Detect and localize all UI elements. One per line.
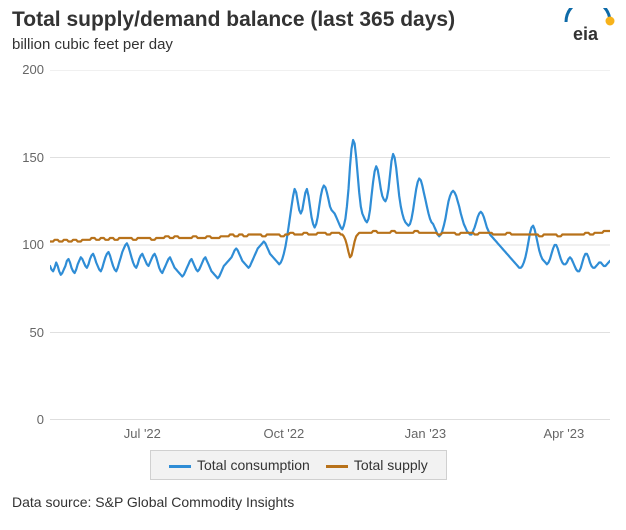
- data-source-note: Data source: S&P Global Commodity Insigh…: [12, 494, 294, 510]
- legend-swatch: [169, 465, 191, 468]
- y-tick-label: 0: [8, 412, 44, 427]
- chart-title: Total supply/demand balance (last 365 da…: [12, 8, 455, 32]
- x-tick-label: Jul '22: [124, 426, 161, 441]
- chart-container: Total supply/demand balance (last 365 da…: [0, 0, 626, 530]
- legend-swatch: [326, 465, 348, 468]
- y-tick-label: 200: [8, 62, 44, 77]
- chart-subtitle: billion cubic feet per day: [12, 36, 173, 53]
- x-tick-label: Jan '23: [405, 426, 447, 441]
- legend-item: Total supply: [326, 457, 428, 473]
- y-tick-label: 50: [8, 325, 44, 340]
- y-tick-label: 150: [8, 150, 44, 165]
- legend-label: Total supply: [354, 457, 428, 473]
- chart-plot: [50, 70, 610, 420]
- svg-text:eia: eia: [573, 24, 599, 44]
- x-tick-label: Apr '23: [543, 426, 584, 441]
- legend-item: Total consumption: [169, 457, 310, 473]
- legend-label: Total consumption: [197, 457, 310, 473]
- x-tick-label: Oct '22: [263, 426, 304, 441]
- chart-legend: Total consumption Total supply: [150, 450, 447, 480]
- eia-logo: eia: [560, 8, 616, 44]
- series-line: [50, 140, 610, 278]
- y-tick-label: 100: [8, 237, 44, 252]
